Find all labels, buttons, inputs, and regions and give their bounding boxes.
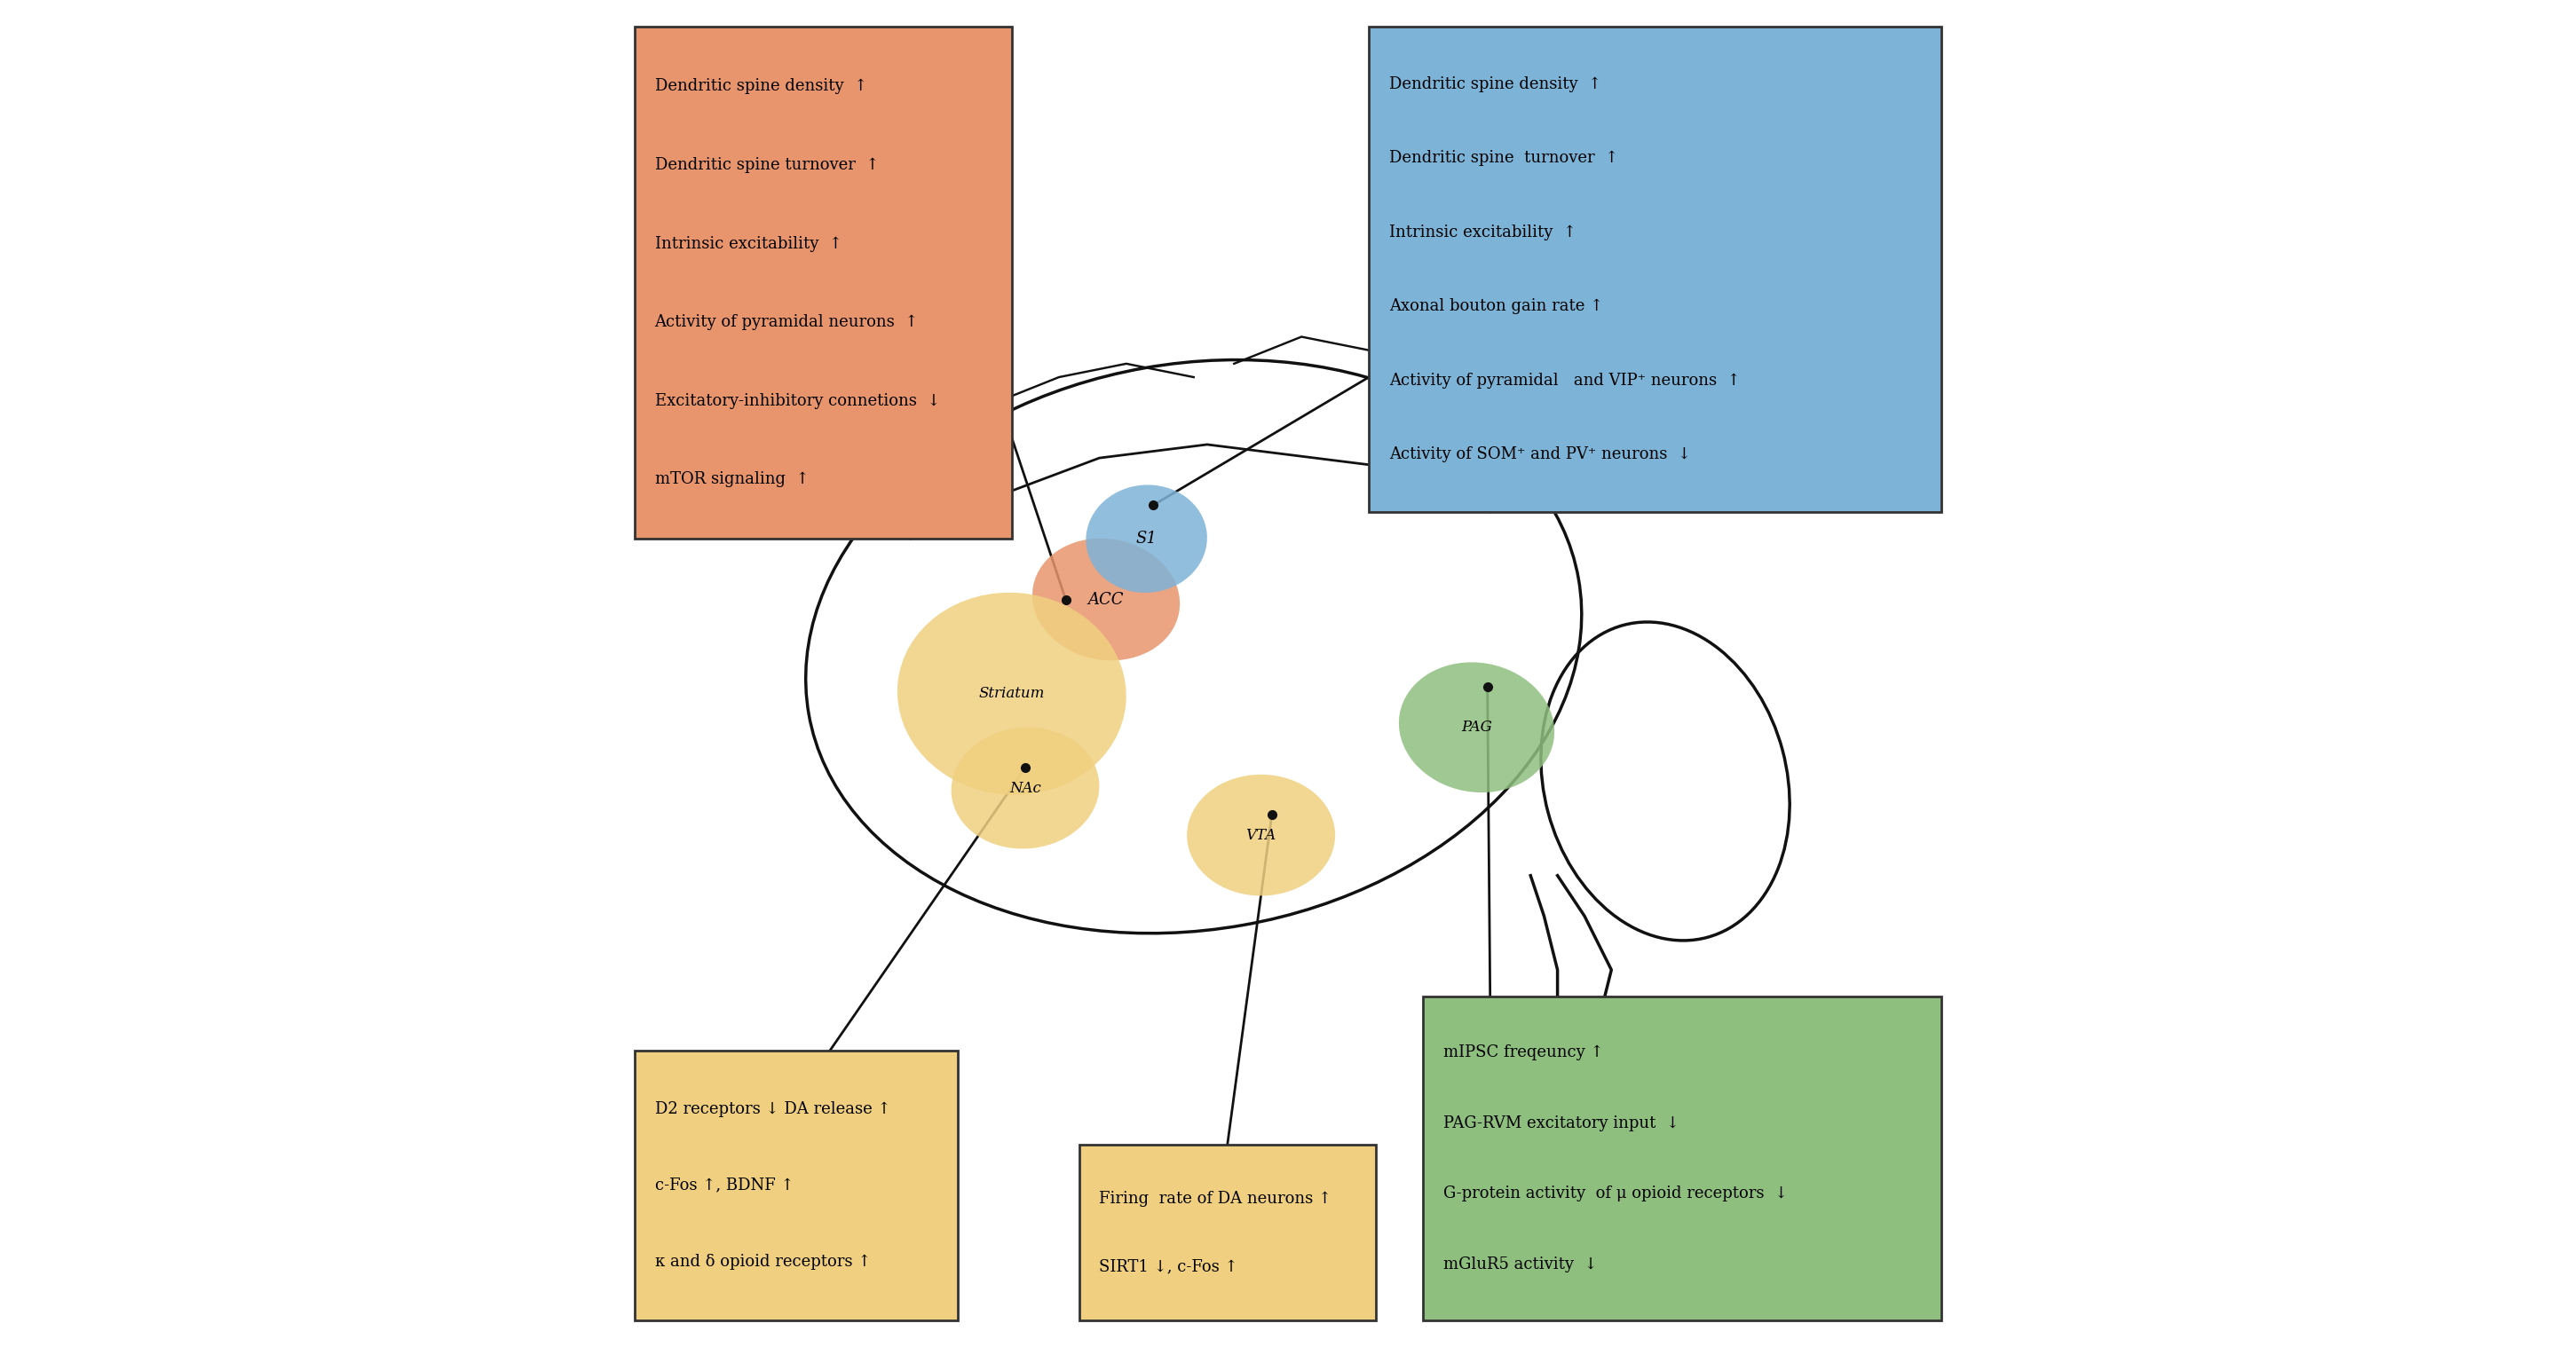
Ellipse shape (951, 727, 1100, 849)
Text: SIRT1 ↓, c-Fos ↑: SIRT1 ↓, c-Fos ↑ (1100, 1258, 1239, 1274)
Text: Dendritic spine  turnover  ↑: Dendritic spine turnover ↑ (1388, 151, 1618, 166)
Text: mIPSC freqeuncy ↑: mIPSC freqeuncy ↑ (1443, 1044, 1602, 1060)
Text: Axonal bouton gain rate ↑: Axonal bouton gain rate ↑ (1388, 299, 1602, 314)
Text: PAG: PAG (1461, 719, 1492, 735)
Text: NAc: NAc (1010, 780, 1041, 796)
Ellipse shape (1399, 663, 1553, 792)
Text: Intrinsic excitability  ↑: Intrinsic excitability ↑ (1388, 225, 1577, 240)
Ellipse shape (1033, 539, 1180, 660)
Text: Activity of pyramidal   and VIP⁺ neurons  ↑: Activity of pyramidal and VIP⁺ neurons ↑ (1388, 373, 1741, 388)
FancyBboxPatch shape (1422, 997, 1942, 1320)
Text: ACC: ACC (1087, 591, 1123, 607)
Text: c-Fos ↑, BDNF ↑: c-Fos ↑, BDNF ↑ (654, 1177, 793, 1193)
Text: VTA: VTA (1247, 827, 1275, 843)
Text: Activity of pyramidal neurons  ↑: Activity of pyramidal neurons ↑ (654, 314, 920, 330)
Text: Striatum: Striatum (979, 686, 1046, 702)
Text: Dendritic spine density  ↑: Dendritic spine density ↑ (1388, 77, 1602, 92)
Text: D2 receptors ↓ DA release ↑: D2 receptors ↓ DA release ↑ (654, 1100, 891, 1117)
FancyBboxPatch shape (634, 1051, 958, 1320)
Text: mTOR signaling  ↑: mTOR signaling ↑ (654, 471, 809, 488)
Text: κ and δ opioid receptors ↑: κ and δ opioid receptors ↑ (654, 1254, 871, 1270)
FancyBboxPatch shape (634, 27, 1012, 539)
Ellipse shape (896, 593, 1126, 795)
Text: Excitatory-inhibitory connetions  ↓: Excitatory-inhibitory connetions ↓ (654, 393, 940, 408)
Text: Dendritic spine density  ↑: Dendritic spine density ↑ (654, 78, 868, 94)
Text: mGluR5 activity  ↓: mGluR5 activity ↓ (1443, 1257, 1597, 1273)
Text: Intrinsic excitability  ↑: Intrinsic excitability ↑ (654, 236, 842, 252)
Text: S1: S1 (1136, 531, 1157, 547)
Text: Dendritic spine turnover  ↑: Dendritic spine turnover ↑ (654, 158, 878, 172)
Text: PAG-RVM excitatory input  ↓: PAG-RVM excitatory input ↓ (1443, 1115, 1680, 1131)
Ellipse shape (1087, 485, 1208, 593)
Text: Firing  rate of DA neurons ↑: Firing rate of DA neurons ↑ (1100, 1191, 1332, 1207)
FancyBboxPatch shape (1079, 1145, 1376, 1320)
Ellipse shape (1188, 775, 1334, 896)
FancyBboxPatch shape (1368, 27, 1942, 512)
Text: G-protein activity  of μ opioid receptors  ↓: G-protein activity of μ opioid receptors… (1443, 1185, 1788, 1202)
Text: Activity of SOM⁺ and PV⁺ neurons  ↓: Activity of SOM⁺ and PV⁺ neurons ↓ (1388, 447, 1690, 462)
